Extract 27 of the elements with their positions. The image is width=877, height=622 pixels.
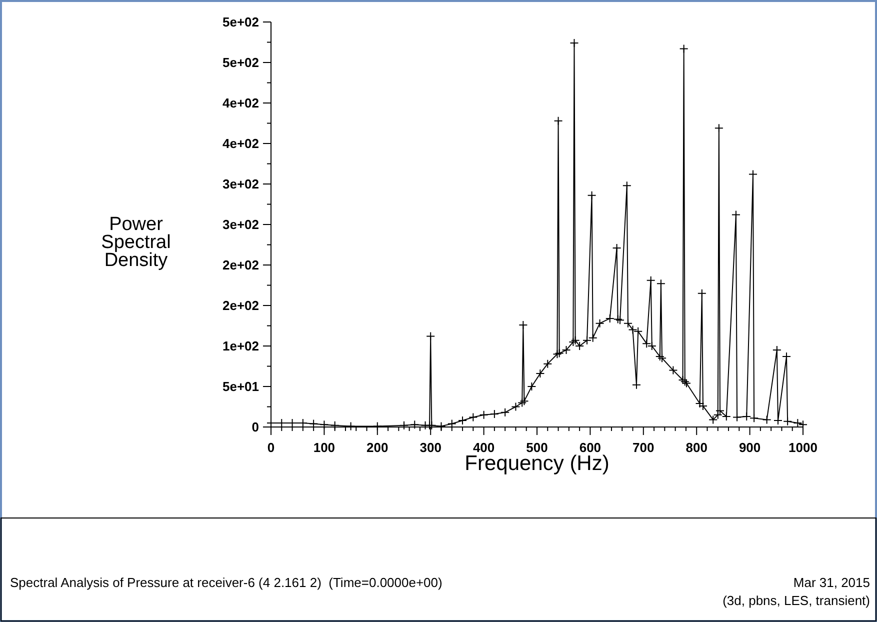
x-tick-label: 0 (267, 440, 275, 455)
y-tick-label: 4e+02 (222, 136, 259, 152)
y-tick-label: 4e+02 (222, 96, 259, 111)
y-tick-label: 2e+02 (222, 298, 259, 314)
y-tick-label: 0 (252, 420, 259, 435)
x-tick-label: 700 (632, 440, 654, 455)
x-tick-label: 400 (472, 440, 495, 455)
y-tick-label: 2e+02 (222, 258, 259, 273)
x-tick-label: 100 (313, 440, 336, 455)
x-axis-title: Frequency (Hz) (464, 452, 610, 475)
x-tick-label: 500 (526, 440, 548, 455)
text: Mar 31, 2015 (793, 575, 870, 590)
y-tick-label: 3e+02 (222, 176, 259, 192)
x-tick-label: 300 (420, 440, 442, 455)
y-tick-label: 1e+02 (222, 338, 259, 354)
text: (3d, pbns, LES, transient) (722, 593, 870, 608)
y-tick-label: 5e+02 (222, 14, 259, 30)
text: Spectral Analysis of Pressure at receiver-6 (4 2.161 2) (Time=0.0000e+00) (10, 575, 442, 590)
x-tick-label: 600 (579, 440, 602, 455)
x-tick-label: 900 (738, 440, 761, 455)
x-tick-label: 800 (686, 440, 708, 455)
y-axis-title: Power Spectral Density (101, 214, 171, 271)
y-tick-label: 5e+01 (222, 379, 259, 394)
y-tick-label: 3e+02 (222, 217, 259, 232)
y-tick-label: 5e+02 (222, 55, 259, 70)
x-tick-label: 200 (366, 440, 388, 455)
x-tick-label: 1000 (788, 440, 818, 455)
